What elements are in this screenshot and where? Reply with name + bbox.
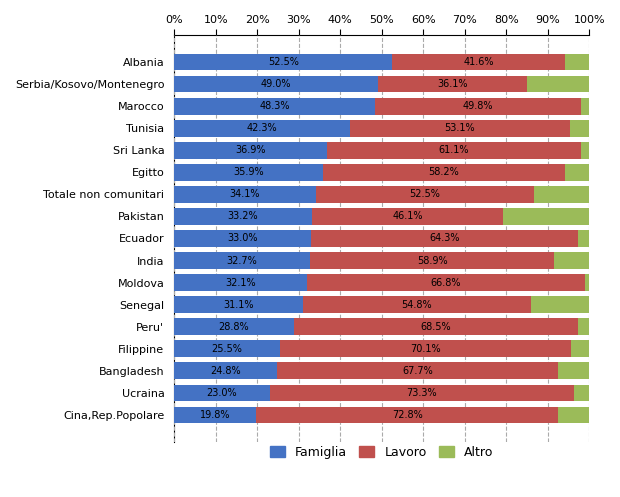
Bar xyxy=(174,142,327,159)
Bar xyxy=(174,385,270,401)
Bar xyxy=(503,208,589,225)
Text: 52.5%: 52.5% xyxy=(409,189,440,199)
Bar xyxy=(585,274,589,291)
Text: 64.3%: 64.3% xyxy=(429,234,460,244)
Bar xyxy=(392,54,565,71)
Bar xyxy=(174,252,310,269)
Text: 36.1%: 36.1% xyxy=(437,79,467,89)
Text: 41.6%: 41.6% xyxy=(463,57,494,67)
Bar xyxy=(308,274,585,291)
Text: 25.5%: 25.5% xyxy=(211,344,242,354)
Bar xyxy=(578,319,589,335)
Text: 34.1%: 34.1% xyxy=(230,189,260,199)
Text: 36.9%: 36.9% xyxy=(236,145,266,156)
Bar xyxy=(174,230,311,247)
Bar xyxy=(574,385,589,401)
Text: 54.8%: 54.8% xyxy=(402,300,432,310)
Bar xyxy=(174,76,378,92)
Text: 42.3%: 42.3% xyxy=(247,123,277,133)
Text: 23.0%: 23.0% xyxy=(206,388,237,398)
Text: 28.8%: 28.8% xyxy=(219,322,249,331)
Bar xyxy=(277,362,558,379)
Bar xyxy=(174,274,308,291)
Text: 68.5%: 68.5% xyxy=(420,322,451,331)
Bar xyxy=(558,362,589,379)
Text: 48.3%: 48.3% xyxy=(259,101,290,111)
Text: 33.2%: 33.2% xyxy=(228,211,259,222)
Bar xyxy=(312,208,503,225)
Bar xyxy=(374,98,582,114)
Bar xyxy=(378,76,528,92)
Text: 24.8%: 24.8% xyxy=(210,366,241,376)
Bar xyxy=(294,319,578,335)
Bar xyxy=(310,252,554,269)
Bar xyxy=(174,54,392,71)
Text: 32.1%: 32.1% xyxy=(226,278,256,288)
Bar xyxy=(311,230,578,247)
Text: 49.0%: 49.0% xyxy=(260,79,291,89)
Text: 31.1%: 31.1% xyxy=(223,300,254,310)
Text: 46.1%: 46.1% xyxy=(392,211,423,222)
Bar xyxy=(528,76,589,92)
Bar xyxy=(581,142,589,159)
Bar xyxy=(534,186,589,203)
Text: 53.1%: 53.1% xyxy=(445,123,476,133)
Bar xyxy=(303,296,531,313)
Bar xyxy=(270,385,574,401)
Bar xyxy=(350,120,570,137)
Text: 61.1%: 61.1% xyxy=(439,145,469,156)
Text: 66.8%: 66.8% xyxy=(431,278,461,288)
Text: 33.0%: 33.0% xyxy=(228,234,258,244)
Bar xyxy=(174,164,323,180)
Text: 58.2%: 58.2% xyxy=(428,167,459,177)
Text: 32.7%: 32.7% xyxy=(227,255,257,265)
Text: 67.7%: 67.7% xyxy=(402,366,433,376)
Text: 35.9%: 35.9% xyxy=(233,167,264,177)
Bar xyxy=(565,54,589,71)
Legend: Famiglia, Lavoro, Altro: Famiglia, Lavoro, Altro xyxy=(265,441,498,464)
Bar xyxy=(582,98,589,114)
Text: 70.1%: 70.1% xyxy=(410,344,441,354)
Bar xyxy=(174,407,257,423)
Bar xyxy=(174,340,280,357)
Bar xyxy=(174,208,312,225)
Bar xyxy=(554,252,589,269)
Bar xyxy=(257,407,559,423)
Bar xyxy=(174,98,374,114)
Text: 58.9%: 58.9% xyxy=(417,255,448,265)
Bar xyxy=(316,186,534,203)
Text: 73.3%: 73.3% xyxy=(407,388,437,398)
Bar xyxy=(570,120,589,137)
Bar xyxy=(174,186,316,203)
Bar xyxy=(571,340,589,357)
Bar xyxy=(174,319,294,335)
Bar xyxy=(327,142,581,159)
Text: 72.8%: 72.8% xyxy=(392,410,423,420)
Bar xyxy=(174,296,303,313)
Bar xyxy=(565,164,589,180)
Text: 19.8%: 19.8% xyxy=(200,410,231,420)
Bar xyxy=(323,164,565,180)
Text: 52.5%: 52.5% xyxy=(268,57,299,67)
Bar xyxy=(174,362,277,379)
Bar xyxy=(559,407,589,423)
Text: 49.8%: 49.8% xyxy=(463,101,494,111)
Bar xyxy=(174,120,350,137)
Bar xyxy=(280,340,571,357)
Bar xyxy=(578,230,589,247)
Bar xyxy=(531,296,589,313)
